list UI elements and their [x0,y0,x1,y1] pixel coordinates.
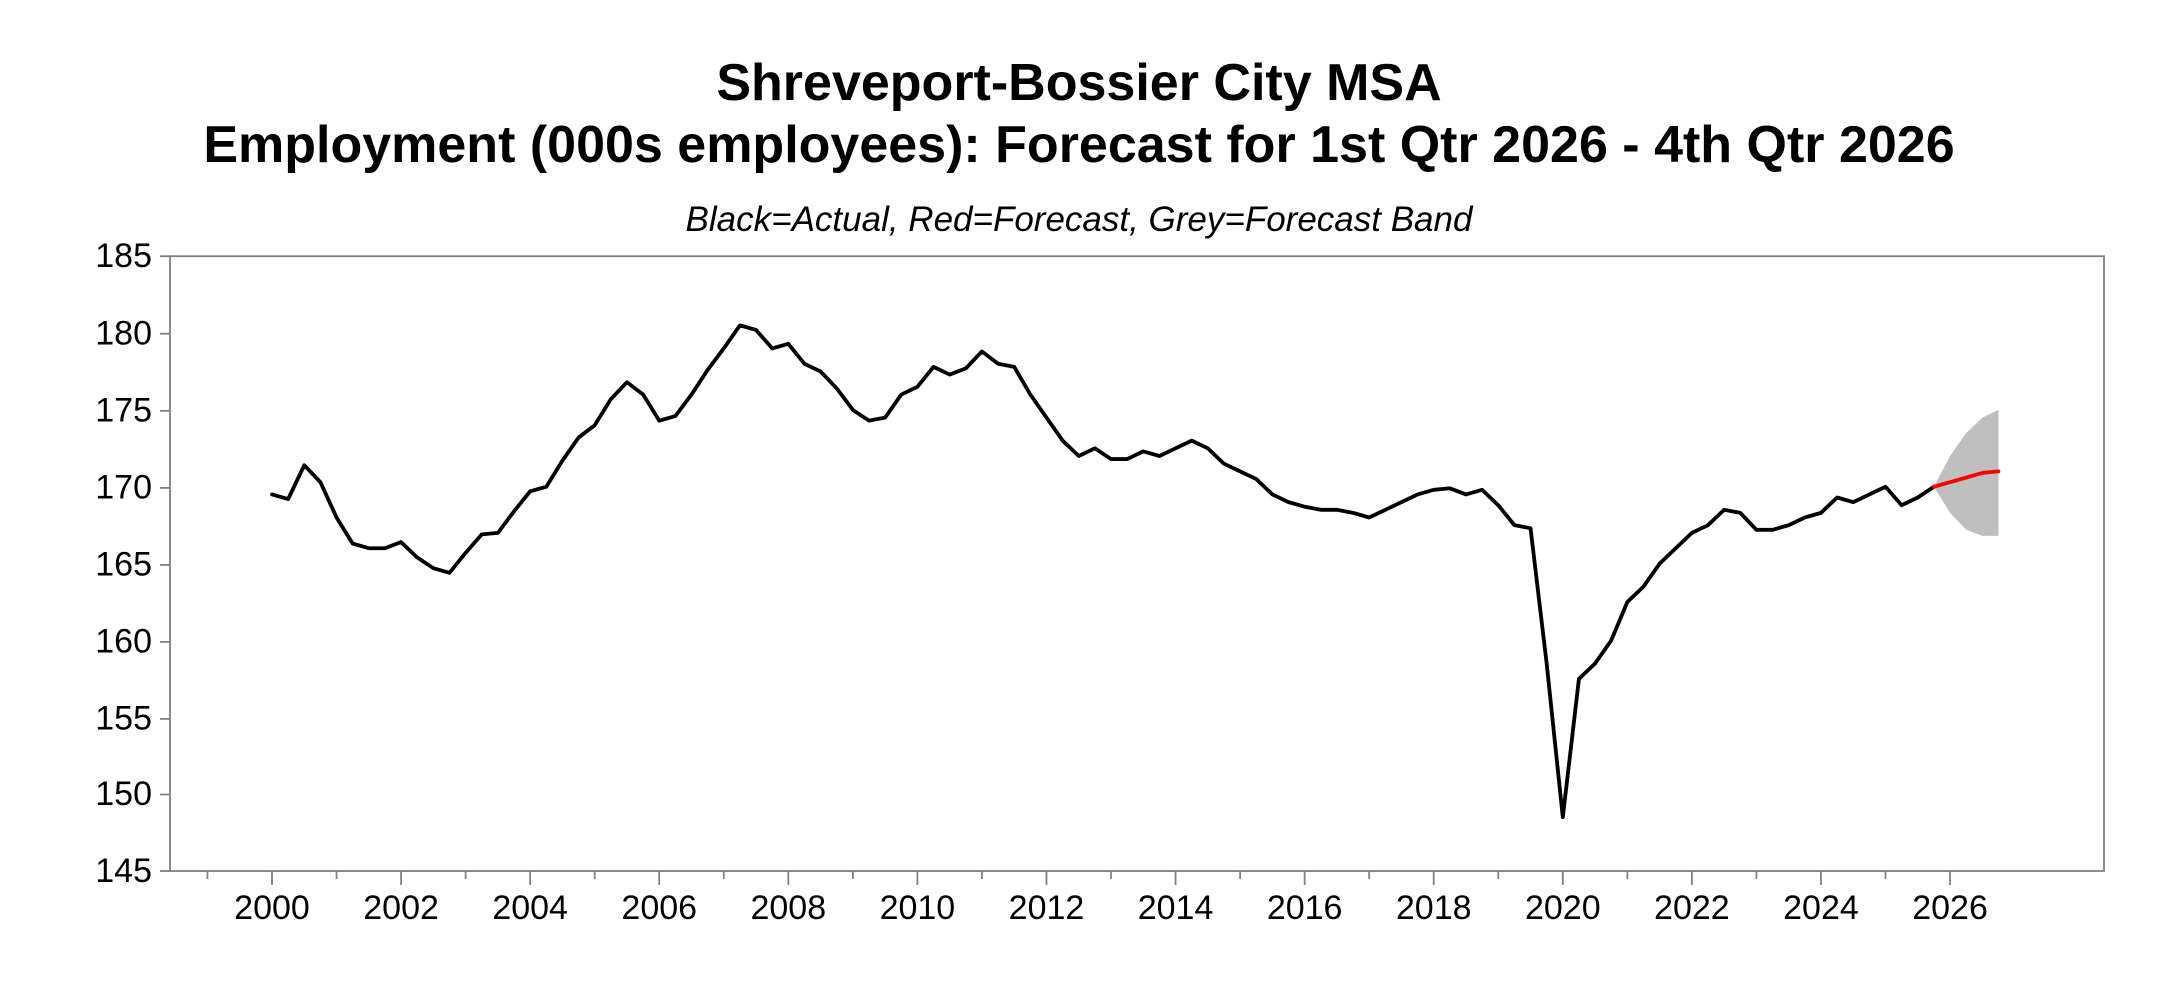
svg-text:2020: 2020 [1525,889,1601,927]
svg-text:150: 150 [95,775,152,813]
svg-text:2024: 2024 [1783,889,1859,927]
svg-text:145: 145 [95,852,152,890]
svg-text:160: 160 [95,623,152,661]
svg-text:2000: 2000 [234,889,310,927]
svg-text:2004: 2004 [492,889,568,927]
svg-text:2018: 2018 [1396,889,1472,927]
svg-text:2022: 2022 [1654,889,1730,927]
svg-text:180: 180 [95,315,152,353]
svg-text:170: 170 [95,469,152,507]
svg-text:155: 155 [95,700,152,738]
svg-text:2012: 2012 [1009,889,1085,927]
svg-text:185: 185 [95,237,152,275]
svg-text:165: 165 [95,546,152,584]
svg-text:2026: 2026 [1912,889,1988,927]
svg-text:175: 175 [95,392,152,430]
svg-text:2014: 2014 [1138,889,1214,927]
svg-text:2008: 2008 [750,889,826,927]
svg-text:2002: 2002 [363,889,439,927]
svg-text:2016: 2016 [1267,889,1343,927]
svg-text:2010: 2010 [880,889,956,927]
svg-text:2006: 2006 [621,889,697,927]
